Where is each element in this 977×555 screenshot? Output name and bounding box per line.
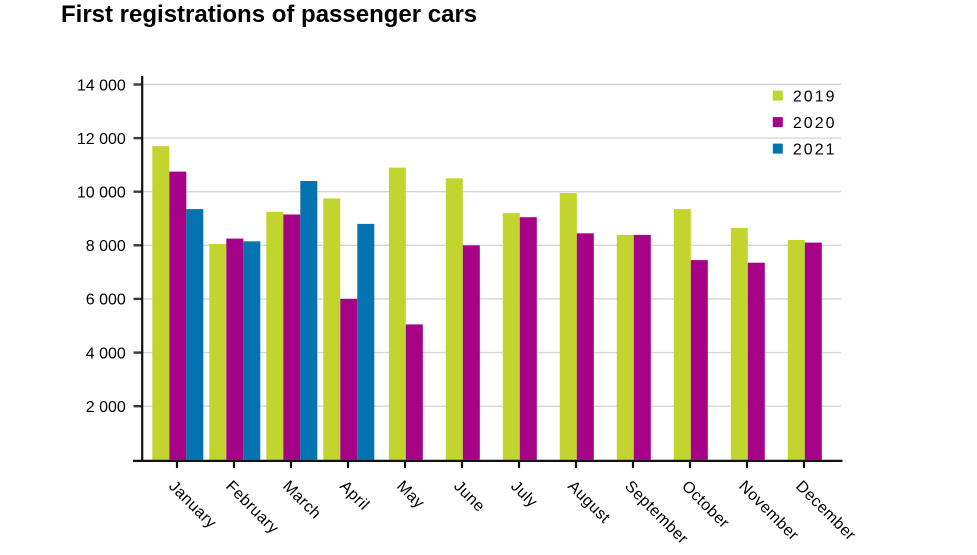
svg-text:14 000: 14 000 [77, 77, 126, 94]
svg-text:2021: 2021 [793, 141, 837, 158]
svg-text:January: January [165, 478, 219, 532]
svg-text:October: October [678, 478, 732, 532]
svg-text:November: November [735, 478, 802, 545]
svg-text:May: May [393, 478, 427, 512]
svg-text:First registrations of passeng: First registrations of passenger cars [61, 1, 477, 28]
svg-text:4 000: 4 000 [86, 345, 126, 362]
svg-text:10 000: 10 000 [77, 185, 126, 202]
svg-text:2020: 2020 [793, 115, 837, 132]
svg-text:6 000: 6 000 [86, 292, 126, 309]
svg-text:February: February [222, 478, 282, 538]
svg-text:8 000: 8 000 [86, 238, 126, 255]
svg-text:March: March [279, 478, 324, 523]
svg-text:2019: 2019 [793, 88, 837, 105]
svg-text:April: April [336, 478, 372, 514]
svg-text:December: December [792, 478, 859, 545]
svg-text:June: June [450, 478, 488, 516]
svg-text:12 000: 12 000 [77, 131, 126, 148]
svg-text:August: August [564, 478, 613, 527]
svg-text:2 000: 2 000 [86, 399, 126, 416]
svg-text:July: July [507, 478, 540, 511]
